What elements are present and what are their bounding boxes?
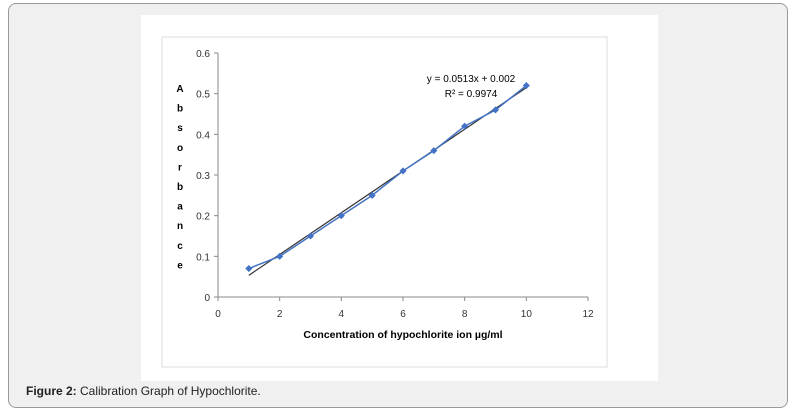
chart-border [161, 36, 608, 368]
y-tick-label: 0.3 [196, 171, 210, 182]
y-axis-label-letter: s [177, 123, 183, 134]
figure-caption: Figure 2: Calibration Graph of Hypochlor… [26, 384, 261, 398]
y-axis-label-letter: b [177, 104, 183, 115]
data-point [522, 81, 530, 90]
data-point [461, 122, 469, 130]
data-point [399, 167, 407, 175]
x-tick-label: 8 [462, 309, 468, 320]
y-axis-label-letter: e [177, 260, 183, 271]
y-axis-label-letter: a [177, 202, 183, 213]
x-tick-label: 6 [400, 309, 406, 320]
y-tick-label: 0 [204, 293, 210, 304]
x-tick-label: 10 [521, 309, 533, 320]
trendline-equation: y = 0.0513x + 0.002 [427, 74, 516, 85]
y-axis-label-letter: A [176, 84, 183, 95]
y-tick-label: 0.5 [196, 90, 210, 101]
data-point [368, 191, 376, 199]
data-point [491, 106, 500, 114]
y-tick-label: 0.1 [196, 252, 210, 263]
data-point [430, 147, 438, 155]
x-tick-label: 12 [582, 309, 594, 320]
x-axis-label: Concentration of hypochlorite ion µg/ml [303, 329, 502, 341]
y-tick-label: 0.4 [196, 130, 210, 141]
data-point [306, 232, 315, 240]
x-tick-label: 0 [215, 309, 221, 320]
y-axis-label-letter: n [177, 221, 183, 232]
x-tick-label: 2 [277, 309, 283, 320]
y-tick-label: 0.6 [196, 49, 210, 60]
caption-text: Calibration Graph of Hypochlorite. [76, 384, 261, 398]
y-axis-label-letter: c [177, 241, 183, 252]
x-tick-label: 4 [339, 309, 345, 320]
data-point [245, 264, 253, 273]
y-axis-label-letter: b [177, 182, 183, 193]
caption-label: Figure 2: [26, 384, 77, 398]
y-axis-label-letter: o [177, 143, 183, 154]
y-axis-label-letter: r [178, 162, 182, 173]
series-line [248, 84, 527, 270]
data-point [337, 212, 345, 220]
y-tick-label: 0.2 [196, 212, 210, 223]
figure-image [141, 15, 658, 381]
trendline-r2: R² = 0.9974 [445, 89, 498, 100]
